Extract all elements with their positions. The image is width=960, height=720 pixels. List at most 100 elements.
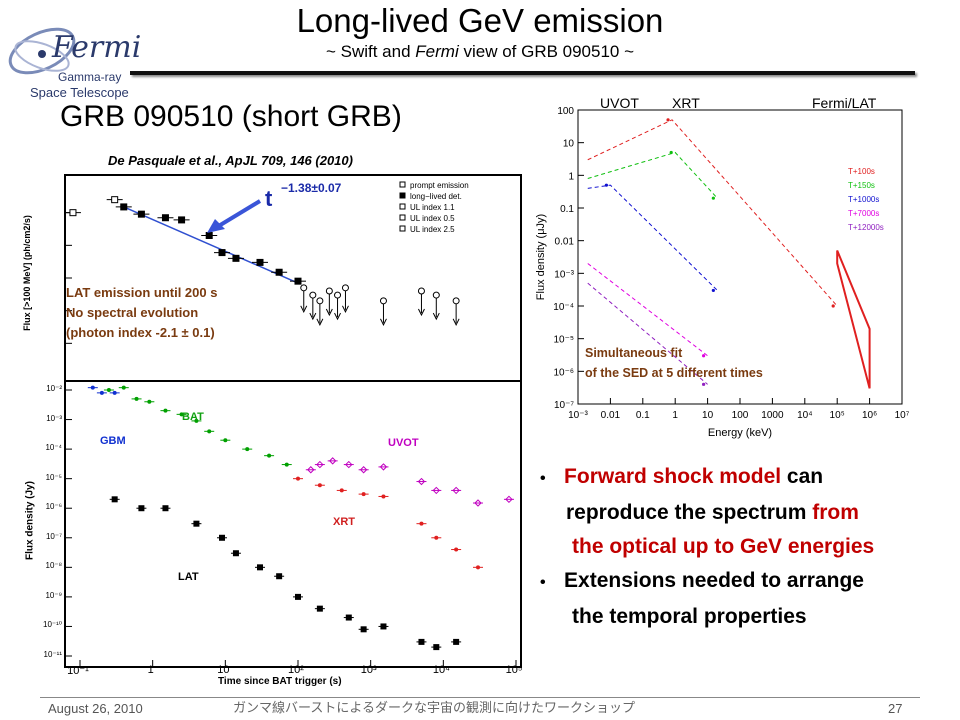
slide-subtitle: ~ Swift and Fermi view of GRB 090510 ~ bbox=[0, 42, 960, 62]
upper-limit-marker bbox=[316, 297, 324, 305]
legend-marker bbox=[399, 181, 406, 188]
data-point bbox=[505, 495, 513, 504]
x-tick-label: 10 bbox=[217, 664, 230, 676]
legend-entry: T+12000s bbox=[848, 223, 884, 232]
sed-xlabel: Energy (keV) bbox=[708, 427, 772, 439]
legend-entry: long−lived det. bbox=[410, 192, 462, 201]
y-tick-label: 10⁻³ bbox=[554, 269, 574, 280]
y-tick-label: 10⁻³ bbox=[46, 413, 62, 423]
upper-limit-head bbox=[452, 318, 460, 326]
band-label: UVOT bbox=[388, 437, 419, 449]
data-point bbox=[328, 457, 337, 465]
data-point bbox=[284, 462, 289, 467]
footer-divider bbox=[40, 697, 920, 698]
x-tick-label: 1 bbox=[672, 410, 678, 421]
upper-limit-head bbox=[316, 318, 324, 326]
logo-name: Fermi bbox=[52, 30, 142, 65]
data-point bbox=[380, 623, 387, 630]
legend-entry: T+100s bbox=[848, 167, 875, 176]
upper-limit-marker bbox=[417, 287, 425, 295]
data-point bbox=[296, 476, 300, 481]
bullet-dot-icon: • bbox=[540, 470, 551, 487]
x-tick-label: 10⁶ bbox=[862, 410, 877, 421]
bot-xlabel: Time since BAT trigger (s) bbox=[218, 676, 342, 687]
data-point bbox=[232, 550, 239, 557]
data-point bbox=[147, 399, 152, 404]
powerlaw-exponent: −1.38±0.07 bbox=[281, 181, 342, 195]
upper-limit-marker bbox=[334, 291, 342, 299]
data-point bbox=[474, 499, 482, 507]
lat-bowtie bbox=[836, 250, 871, 389]
data-point bbox=[207, 429, 212, 434]
x-tick-label: 10⁻³ bbox=[568, 410, 588, 421]
data-point bbox=[381, 494, 386, 499]
conclusion-bullets: • Forward shock model can reproduce the s… bbox=[540, 460, 960, 634]
y-tick-label: 10⁻⁴ bbox=[45, 443, 62, 453]
band-label: Fermi/LAT bbox=[812, 96, 877, 111]
y-tick-label: 10⁻⁸ bbox=[45, 561, 63, 571]
bullet-dot-icon: • bbox=[540, 574, 551, 591]
lat-lightcurve-plot: 10⁻²10⁻³10⁻⁴10⁻⁵10⁻⁶prompt emissionlong−… bbox=[47, 174, 522, 382]
data-point bbox=[345, 614, 352, 621]
data-point bbox=[256, 258, 264, 266]
data-point bbox=[432, 486, 440, 495]
upper-limit-head bbox=[325, 308, 333, 317]
bullet-line: • Extensions needed to arrange bbox=[540, 564, 960, 600]
subtitle-prefix: ~ Swift and bbox=[325, 42, 416, 61]
legend-marker bbox=[399, 214, 406, 221]
data-point bbox=[219, 534, 226, 541]
data-point bbox=[307, 466, 315, 474]
y-tick-label: 10 bbox=[563, 139, 575, 150]
x-tick-label: 10⁴ bbox=[797, 410, 812, 421]
y-tick-label: 10⁻² bbox=[46, 384, 62, 393]
y-tick-label: 10⁻¹¹ bbox=[43, 650, 62, 659]
lat-lightcurve-svg: 10⁻²10⁻³10⁻⁴10⁻⁵10⁻⁶prompt emissionlong−… bbox=[47, 181, 468, 348]
data-point bbox=[138, 505, 145, 512]
sed-ylabel: Flux density (μJy) bbox=[535, 214, 547, 300]
lat-note: No spectral evolution bbox=[66, 305, 199, 320]
x-tick-label: 1 bbox=[147, 664, 154, 676]
data-point bbox=[669, 150, 673, 155]
data-point bbox=[294, 277, 302, 285]
x-tick-label: 0.1 bbox=[636, 410, 650, 421]
multiband-lightcurve-svg: BAT GBM UVOT XRT LAT bbox=[66, 385, 517, 666]
data-point bbox=[360, 626, 367, 633]
lat-note: LAT emission until 200 s bbox=[66, 285, 218, 300]
data-point bbox=[452, 486, 460, 495]
slide-title: Long-lived GeV emission bbox=[296, 2, 664, 39]
bullet-line: reproduce the spectrum from bbox=[540, 496, 960, 530]
citation: De Pasquale et al., ApJL 709, 146 (2010) bbox=[108, 153, 353, 168]
footer-date: August 26, 2010 bbox=[48, 701, 143, 716]
bullet-text: Forward shock model bbox=[564, 465, 782, 488]
data-point bbox=[702, 382, 706, 386]
data-point bbox=[99, 390, 104, 395]
y-tick-label: 10⁻⁵ bbox=[45, 472, 62, 482]
data-point bbox=[163, 408, 168, 413]
y-tick-label: 10⁻⁶ bbox=[45, 502, 62, 512]
upper-limit-marker bbox=[300, 284, 308, 292]
data-point bbox=[295, 593, 301, 600]
powerlaw-fit-line bbox=[123, 206, 299, 284]
data-point bbox=[178, 216, 186, 224]
bullet-text: from bbox=[812, 501, 859, 524]
band-label: XRT bbox=[333, 516, 355, 528]
data-point bbox=[418, 638, 425, 645]
data-point bbox=[69, 209, 77, 217]
data-point bbox=[361, 492, 366, 497]
x-tick-label: 0.01 bbox=[601, 410, 621, 421]
data-point bbox=[417, 477, 426, 486]
data-point bbox=[702, 354, 706, 358]
y-tick-label: 10⁻¹⁰ bbox=[43, 620, 62, 630]
y-tick-label: 1 bbox=[568, 171, 574, 182]
bullet-text: reproduce the spectrum bbox=[566, 501, 813, 524]
band-label: LAT bbox=[178, 571, 199, 583]
band-label: GBM bbox=[100, 435, 126, 447]
data-point bbox=[162, 505, 169, 512]
data-point bbox=[433, 644, 440, 651]
powerlaw-base: t bbox=[265, 186, 273, 211]
lat-note: (photon index -2.1 ± 0.1) bbox=[66, 325, 215, 340]
data-point bbox=[345, 460, 353, 469]
upper-limit-head bbox=[300, 305, 308, 313]
x-tick-label: 10 bbox=[702, 410, 714, 421]
